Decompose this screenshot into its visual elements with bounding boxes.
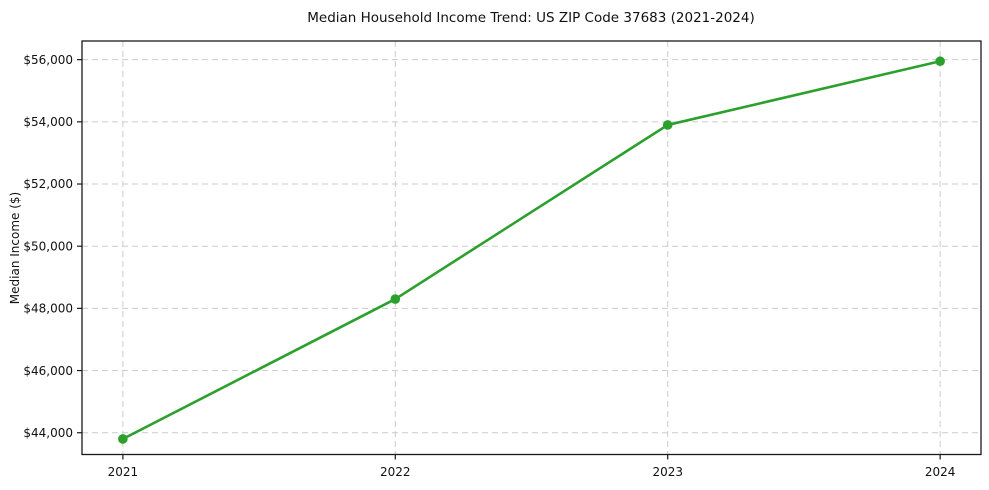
chart-title: Median Household Income Trend: US ZIP Co… — [307, 10, 755, 26]
x-tick-labels: 2021 2022 2023 2024 — [108, 465, 956, 479]
y-tick-label: $56,000 — [23, 53, 73, 67]
income-trend-line — [121, 59, 942, 441]
data-point-2023 — [662, 120, 673, 130]
data-point-2021 — [118, 434, 128, 444]
gridlines — [82, 41, 981, 455]
y-axis-label: Median Income ($) — [8, 192, 22, 304]
y-tick-label: $48,000 — [23, 302, 73, 316]
plot-border — [81, 40, 982, 456]
y-tick-label: $46,000 — [23, 364, 73, 378]
y-tick-label: $44,000 — [23, 426, 73, 440]
data-point-2022 — [390, 294, 401, 304]
y-tick-label: $54,000 — [23, 115, 73, 129]
y-tick-label: $50,000 — [23, 239, 73, 253]
data-point-2024 — [935, 56, 945, 67]
x-tick-label: 2022 — [380, 465, 411, 479]
data-points — [118, 56, 945, 444]
x-tick-label: 2024 — [925, 465, 956, 479]
x-tick-marks — [122, 454, 941, 460]
x-tick-label: 2021 — [108, 465, 139, 479]
y-tick-marks — [77, 59, 82, 434]
y-tick-labels: $44,000 $46,000 $48,000 $50,000 $52,000 $54,0… — [23, 53, 73, 440]
y-tick-label: $52,000 — [23, 177, 73, 191]
x-tick-label: 2023 — [652, 465, 683, 479]
